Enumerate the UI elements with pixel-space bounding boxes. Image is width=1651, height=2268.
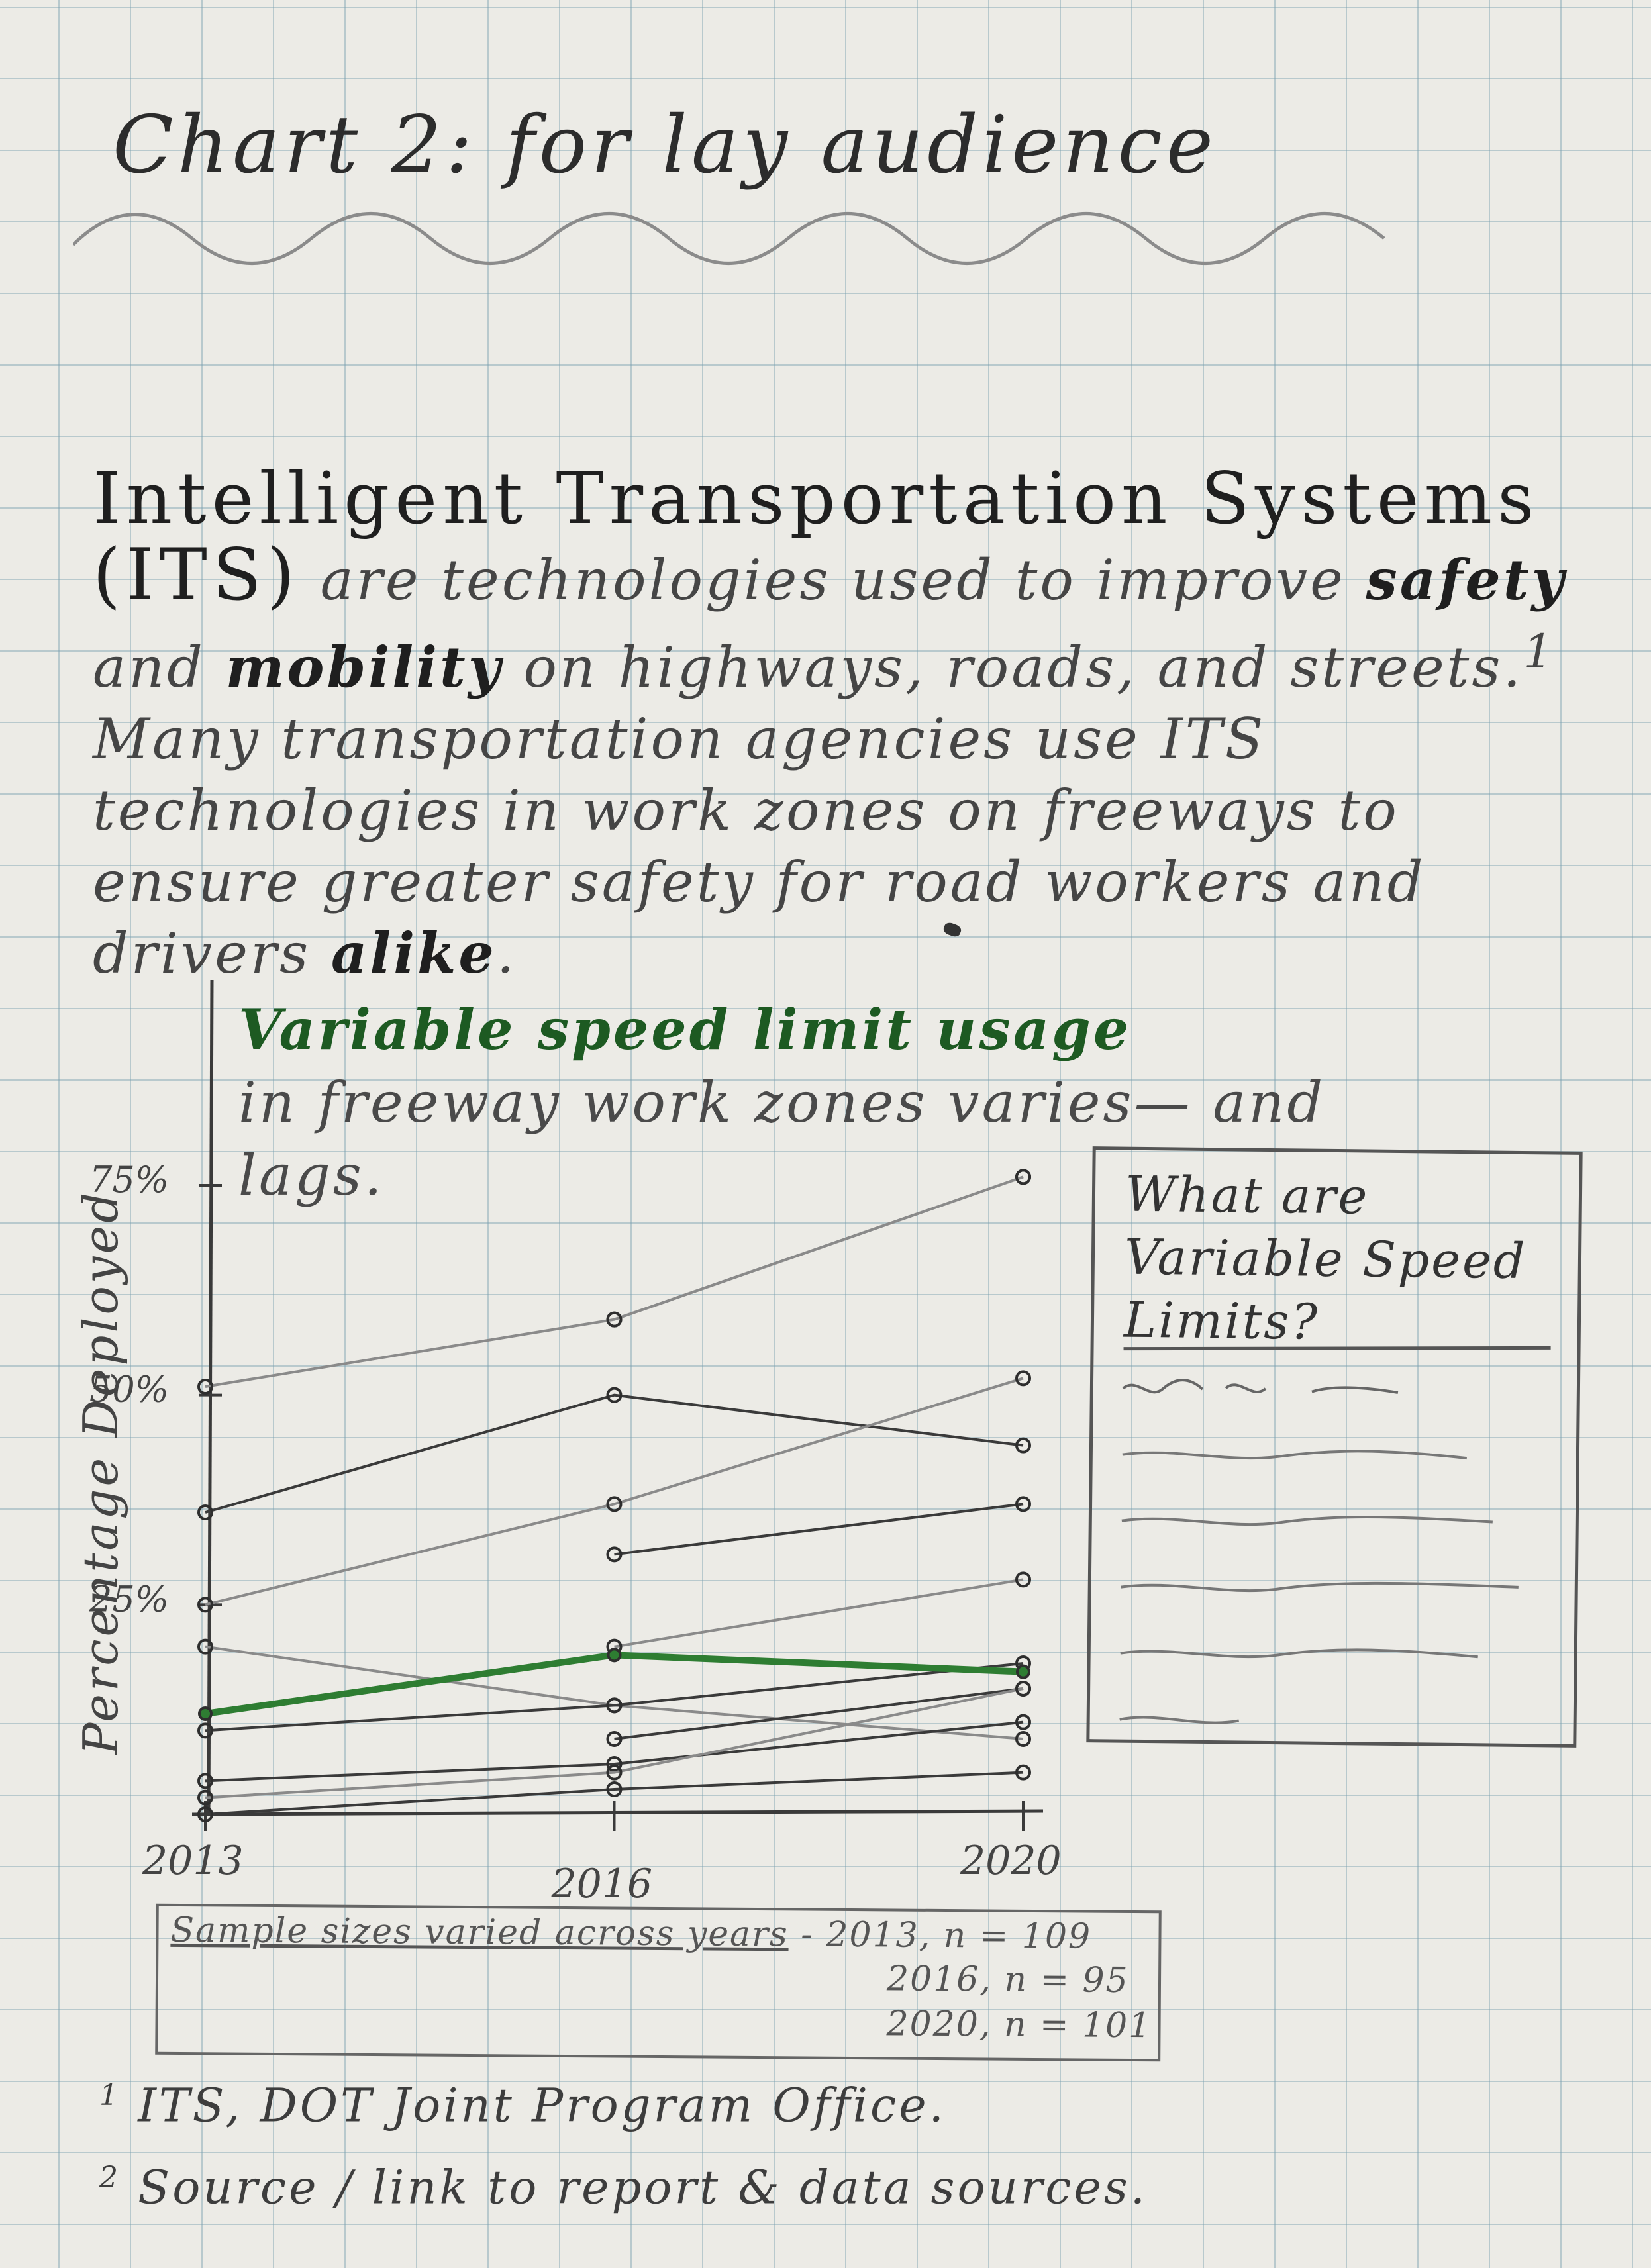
x-axis-line (191, 1809, 1044, 1816)
data-point (1015, 1764, 1031, 1781)
data-point (197, 1806, 213, 1822)
data-point (606, 1496, 623, 1512)
intro-bold-safety: safety (1366, 547, 1567, 613)
data-point (606, 1764, 623, 1781)
data-point (606, 1311, 623, 1328)
series-line (614, 1503, 1024, 1556)
data-point (198, 1706, 213, 1721)
data-point (606, 1546, 623, 1563)
data-point (197, 1504, 213, 1520)
sample-size-2020: 2020, n = 101 (886, 2004, 1152, 2046)
chart-title-main: Variable speed limit usage (238, 997, 1132, 1062)
data-point (197, 1773, 213, 1789)
placeholder-line (1122, 1379, 1399, 1394)
intro-text-1: are technologies used to improve (320, 548, 1366, 613)
data-point (606, 1697, 623, 1714)
data-point (606, 1731, 623, 1747)
page-heading: Chart 2: for lay audience (113, 99, 1217, 191)
sample-size-2013: 2013, n = 109 (826, 1914, 1092, 1957)
data-point (606, 1387, 623, 1403)
chart-title: Variable speed limit usage in freeway wo… (238, 993, 1364, 1212)
placeholder-line (1119, 1716, 1240, 1724)
data-point (197, 1638, 213, 1655)
data-point (1015, 1571, 1031, 1588)
data-point (1015, 1370, 1031, 1387)
footnote-1: 1 ITS, DOT Joint Program Office. (99, 2078, 946, 2133)
intro-text-3: on highways, roads, and streets. (503, 635, 1524, 700)
explainer-box: What are Variable Speed Limits? (1086, 1146, 1583, 1748)
intro-text-2: and (93, 635, 226, 700)
series-line (205, 1687, 1024, 1799)
sample-size-note: Sample sizes varied across years - 2013,… (155, 1903, 1162, 2062)
intro-bold-mobility: mobility (225, 634, 503, 700)
sample-size-heading: Sample sizes varied across years - 2013,… (170, 1910, 1092, 1957)
data-point (606, 1781, 623, 1797)
explainer-title-underline (1123, 1346, 1551, 1351)
series-line (205, 1771, 1024, 1816)
data-point (1015, 1681, 1031, 1697)
footnotes: 1 ITS, DOT Joint Program Office. 2 Sourc… (99, 2059, 1556, 2224)
series-line (205, 1377, 1024, 1606)
footnote-2: 2 Source / link to report & data sources… (99, 2160, 1148, 2215)
series-line (205, 1393, 1024, 1514)
sample-size-2016: 2016, n = 95 (886, 1959, 1129, 2000)
data-point (197, 1722, 213, 1739)
data-point (1015, 1169, 1031, 1185)
y-tick-label: 75% (89, 1159, 169, 1201)
heading-squiggle (73, 212, 1385, 265)
data-point (197, 1379, 213, 1395)
placeholder-line (1121, 1581, 1519, 1593)
series-line (205, 1175, 1024, 1388)
data-point (1015, 1437, 1031, 1454)
data-point (197, 1789, 213, 1806)
intro-footnote-mark: 1 (1523, 624, 1556, 679)
chart-title-subtitle: in freeway work zones varies— and lags. (238, 1070, 1326, 1208)
x-tick-label: 2020 (960, 1838, 1062, 1884)
series-line (205, 1720, 1024, 1783)
data-point (1016, 1664, 1030, 1679)
placeholder-line (1121, 1516, 1493, 1526)
intro-lead: Intelligent Transportation Systems (ITS) (93, 458, 1540, 616)
y-axis-line (207, 979, 214, 1815)
placeholder-text-lines (1119, 1346, 1551, 1724)
intro-bold-alike: alike (330, 920, 497, 986)
data-point (197, 1597, 213, 1613)
x-tick-label: 2016 (551, 1861, 653, 1907)
y-tick-label: 25% (89, 1578, 169, 1620)
series-line (614, 1687, 1024, 1740)
data-point (1015, 1731, 1031, 1747)
y-tick-label: 50% (89, 1369, 169, 1410)
intro-text-4: Many transportation agencies use ITS tec… (93, 707, 1426, 986)
intro-paragraph: Intelligent Transportation Systems (ITS)… (93, 464, 1570, 989)
placeholder-line (1120, 1648, 1478, 1659)
data-point (1015, 1714, 1031, 1730)
data-point (606, 1756, 623, 1772)
intro-text-5: . (496, 921, 517, 986)
series-line (205, 1662, 1024, 1732)
series-line (614, 1578, 1024, 1648)
placeholder-line (1122, 1450, 1468, 1460)
data-point (1015, 1496, 1031, 1512)
x-tick-label: 2013 (142, 1838, 244, 1884)
data-point (607, 1648, 622, 1663)
